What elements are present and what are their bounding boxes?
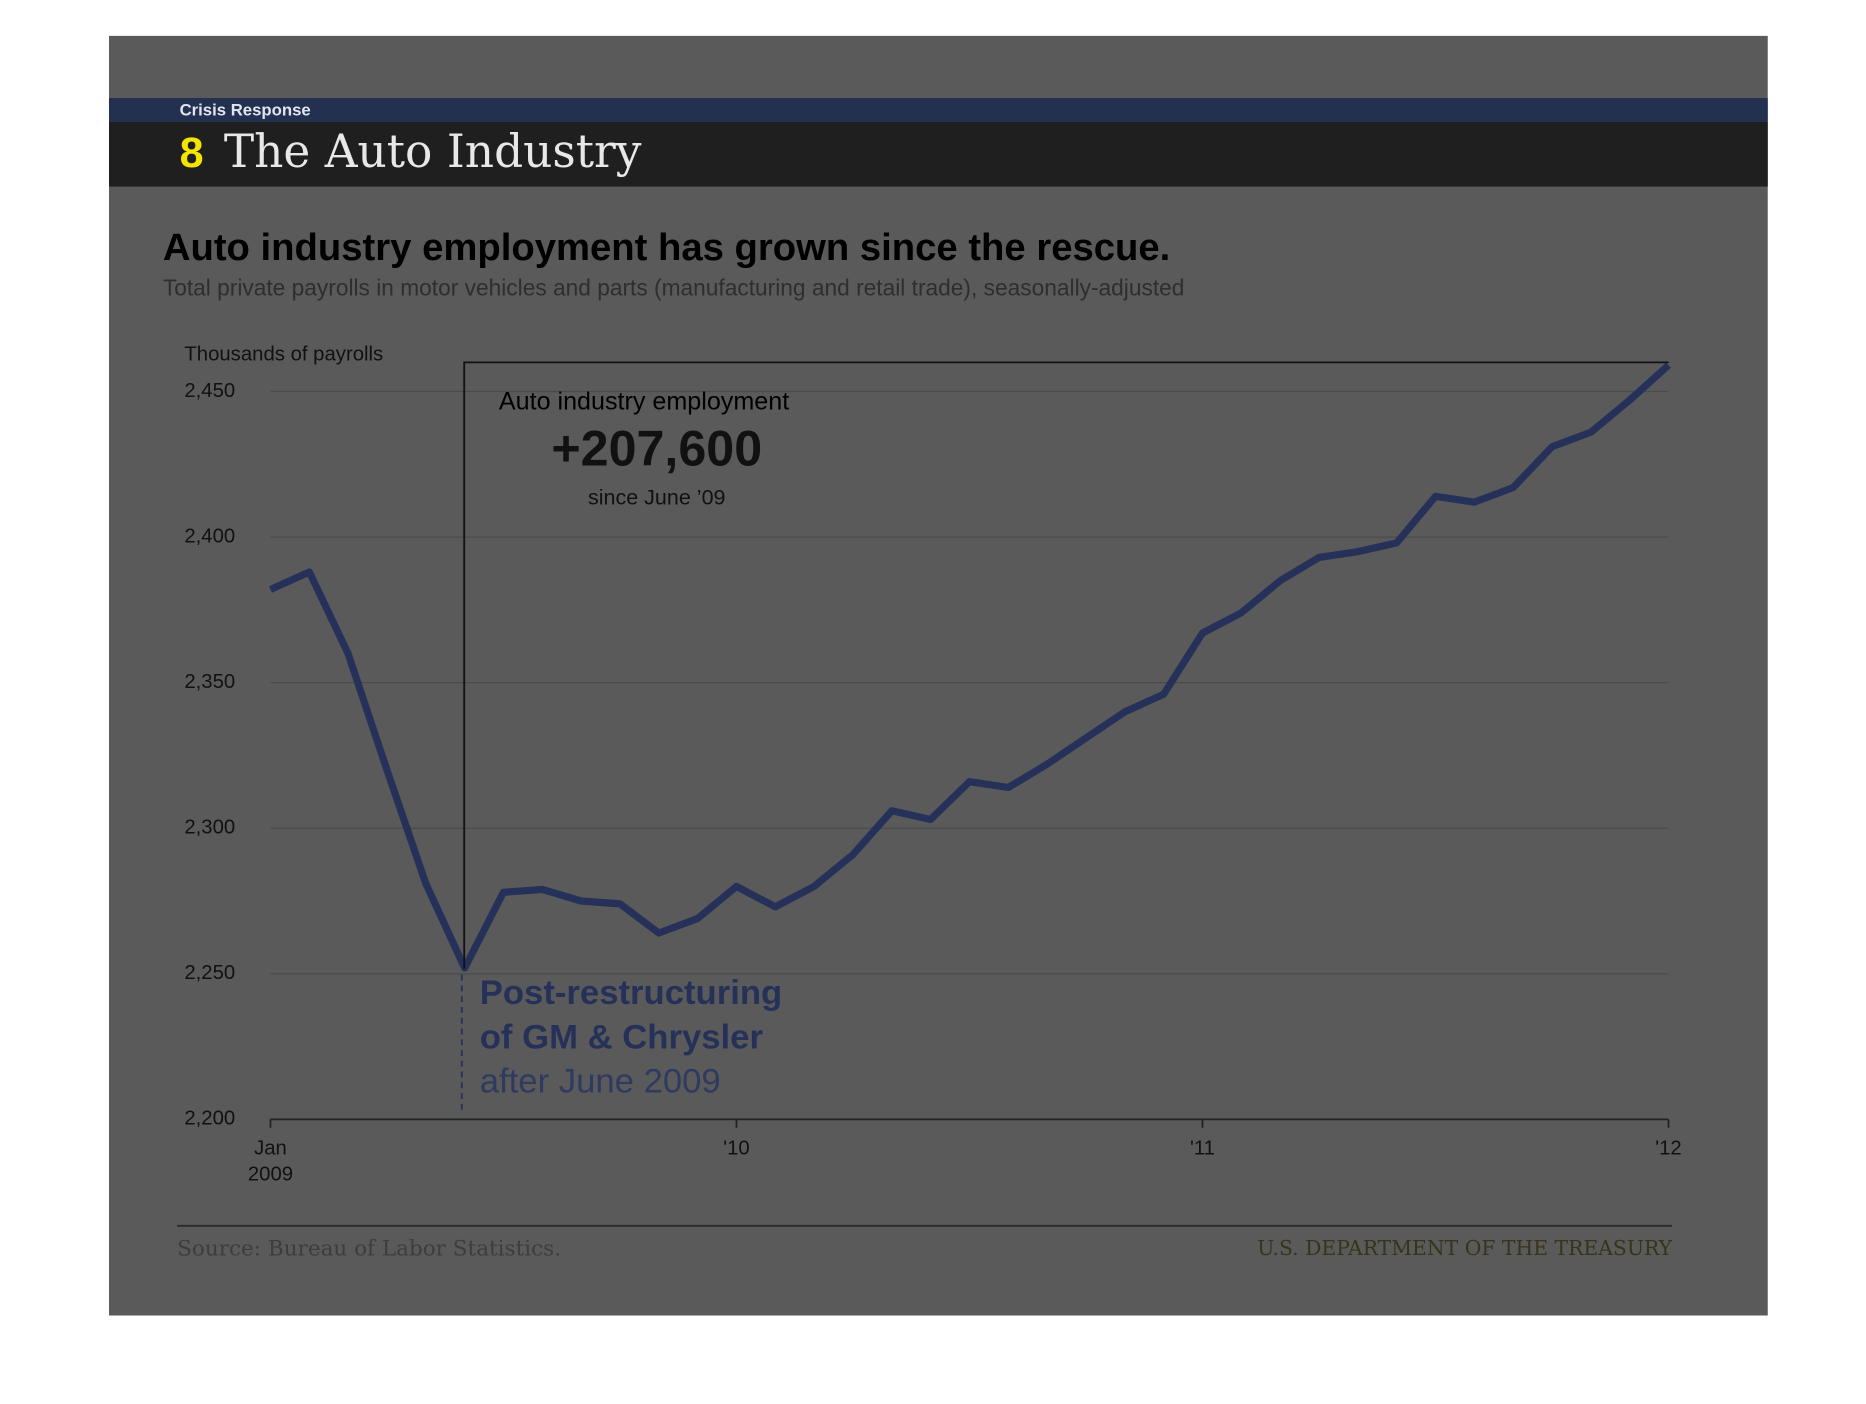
title-band xyxy=(109,121,1768,187)
annotation-since: since June ’09 xyxy=(588,485,726,509)
y-tick-label: 2,200 xyxy=(184,1108,235,1130)
section-number: 8 xyxy=(180,129,204,177)
restructuring-label: Post-restructuring xyxy=(480,974,782,1012)
restructuring-label: after June 2009 xyxy=(480,1063,721,1101)
x-tick-label: Jan 2009 xyxy=(248,1138,293,1186)
restructuring-label: of GM & Chrysler xyxy=(480,1018,763,1056)
y-tick-label: 2,300 xyxy=(184,817,235,839)
y-tick-label: 2,250 xyxy=(184,962,235,984)
annotation-title: Auto industry employment xyxy=(499,388,789,416)
x-tick-label: '11 xyxy=(1190,1138,1215,1160)
x-tick-label: '12 xyxy=(1655,1138,1682,1160)
plot: 2,200 2,250 2,300 2,350 2,400 2,450 Jan 2009 '10… xyxy=(184,362,1682,1186)
chart-subtitle: Total private payrolls in motor vehicles… xyxy=(163,274,1185,300)
y-tick-label: 2,450 xyxy=(184,380,235,402)
y-axis-label: Thousands of payrolls xyxy=(184,344,383,366)
section-label: Crisis Response xyxy=(180,101,311,120)
panel xyxy=(109,35,1768,1316)
annotation-box xyxy=(463,361,1669,969)
section-title: The Auto Industry xyxy=(224,125,642,178)
credit: U.S. DEPARTMENT OF THE TREASURY xyxy=(1257,1236,1672,1260)
chart-title: Auto industry employment has grown since… xyxy=(163,226,1170,269)
y-tick-label: 2,350 xyxy=(184,671,235,693)
section-band xyxy=(109,98,1768,122)
annotation-change: +207,600 xyxy=(551,420,762,476)
y-tick-label: 2,400 xyxy=(184,525,235,547)
source: Source: Bureau of Labor Statistics. xyxy=(177,1237,561,1262)
x-tick-label: '10 xyxy=(723,1138,750,1160)
line-series xyxy=(268,362,1671,972)
